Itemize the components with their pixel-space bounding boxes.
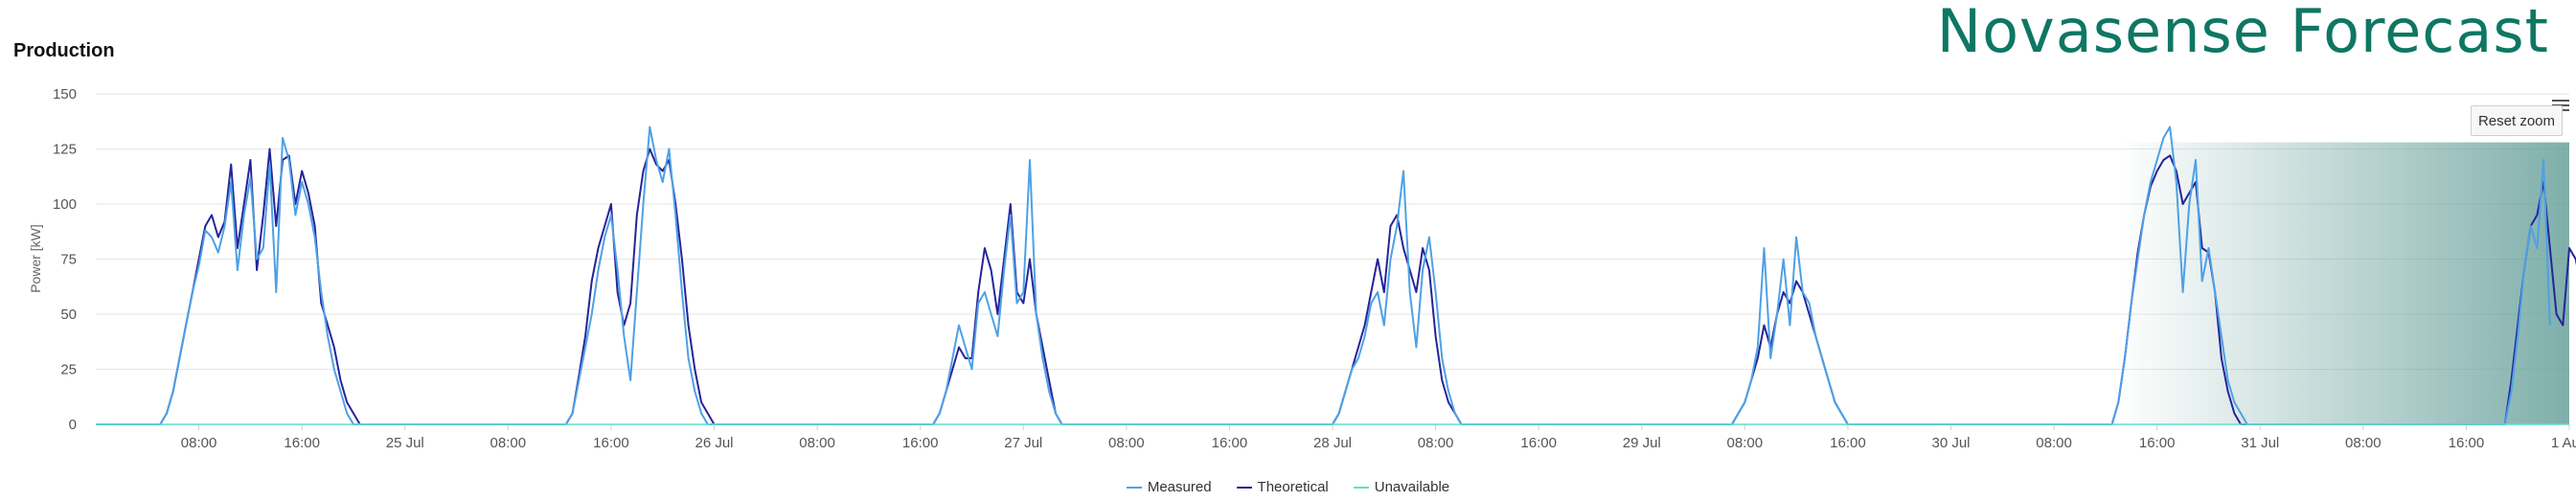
x-tick-label: 08:00 bbox=[799, 435, 835, 451]
x-tick-label: 16:00 bbox=[593, 435, 629, 451]
legend-label: Measured bbox=[1147, 479, 1212, 495]
x-tick-label: 16:00 bbox=[902, 435, 939, 451]
x-tick-label: 28 Jul bbox=[1313, 435, 1352, 451]
x-tick-label: 08:00 bbox=[2345, 435, 2382, 451]
brand-title: Novasense Forecast bbox=[1936, 0, 2549, 66]
x-tick-label: 08:00 bbox=[490, 435, 527, 451]
x-tick-label: 08:00 bbox=[1108, 435, 1145, 451]
y-tick-label: 125 bbox=[53, 142, 77, 158]
y-tick-label: 25 bbox=[60, 362, 77, 378]
theoretical-line-icon bbox=[1236, 486, 1252, 489]
x-tick-label: 30 Jul bbox=[1931, 435, 1970, 451]
y-tick-label: 150 bbox=[53, 86, 77, 102]
legend: Measured Theoretical Unavailable bbox=[0, 479, 2576, 495]
x-tick-label: 08:00 bbox=[1727, 435, 1764, 451]
measured-line-icon bbox=[1126, 486, 1142, 489]
x-tick-label: 16:00 bbox=[1830, 435, 1866, 451]
forecast-region bbox=[2118, 142, 2569, 424]
reset-zoom-button[interactable]: Reset zoom bbox=[2471, 105, 2563, 136]
y-axis-label: Power [kW] bbox=[28, 224, 43, 293]
x-tick-label: 08:00 bbox=[2036, 435, 2072, 451]
x-tick-label: 25 Jul bbox=[386, 435, 424, 451]
x-tick-label: 1 Aug bbox=[2551, 435, 2576, 451]
y-tick-label: 100 bbox=[53, 196, 77, 213]
x-tick-label: 27 Jul bbox=[1004, 435, 1042, 451]
legend-label: Unavailable bbox=[1374, 479, 1450, 495]
legend-item-measured[interactable]: Measured bbox=[1126, 479, 1212, 495]
legend-item-theoretical[interactable]: Theoretical bbox=[1236, 479, 1329, 495]
production-chart[interactable]: 0 25 50 75 100 125 150 08:00 16:00 25 Jul 08:00 16… bbox=[0, 0, 2576, 479]
x-tick-label: 16:00 bbox=[284, 435, 320, 451]
x-tick-label: 16:00 bbox=[1520, 435, 1557, 451]
legend-label: Theoretical bbox=[1257, 479, 1329, 495]
y-tick-label: 75 bbox=[60, 252, 77, 268]
x-tick-label: 08:00 bbox=[181, 435, 217, 451]
x-tick-label: 16:00 bbox=[2449, 435, 2485, 451]
x-tick-label: 16:00 bbox=[1212, 435, 1248, 451]
y-tick-label: 0 bbox=[69, 417, 77, 433]
x-tick-label: 16:00 bbox=[2139, 435, 2176, 451]
x-tick-label: 26 Jul bbox=[695, 435, 733, 451]
unavailable-line-icon bbox=[1353, 486, 1369, 489]
x-tick-label: 29 Jul bbox=[1623, 435, 1661, 451]
x-tick-label: 31 Jul bbox=[2241, 435, 2279, 451]
y-tick-label: 50 bbox=[60, 307, 77, 323]
x-tick-label: 08:00 bbox=[1418, 435, 1454, 451]
chart-title: Production bbox=[13, 40, 115, 61]
legend-item-unavailable[interactable]: Unavailable bbox=[1353, 479, 1450, 495]
